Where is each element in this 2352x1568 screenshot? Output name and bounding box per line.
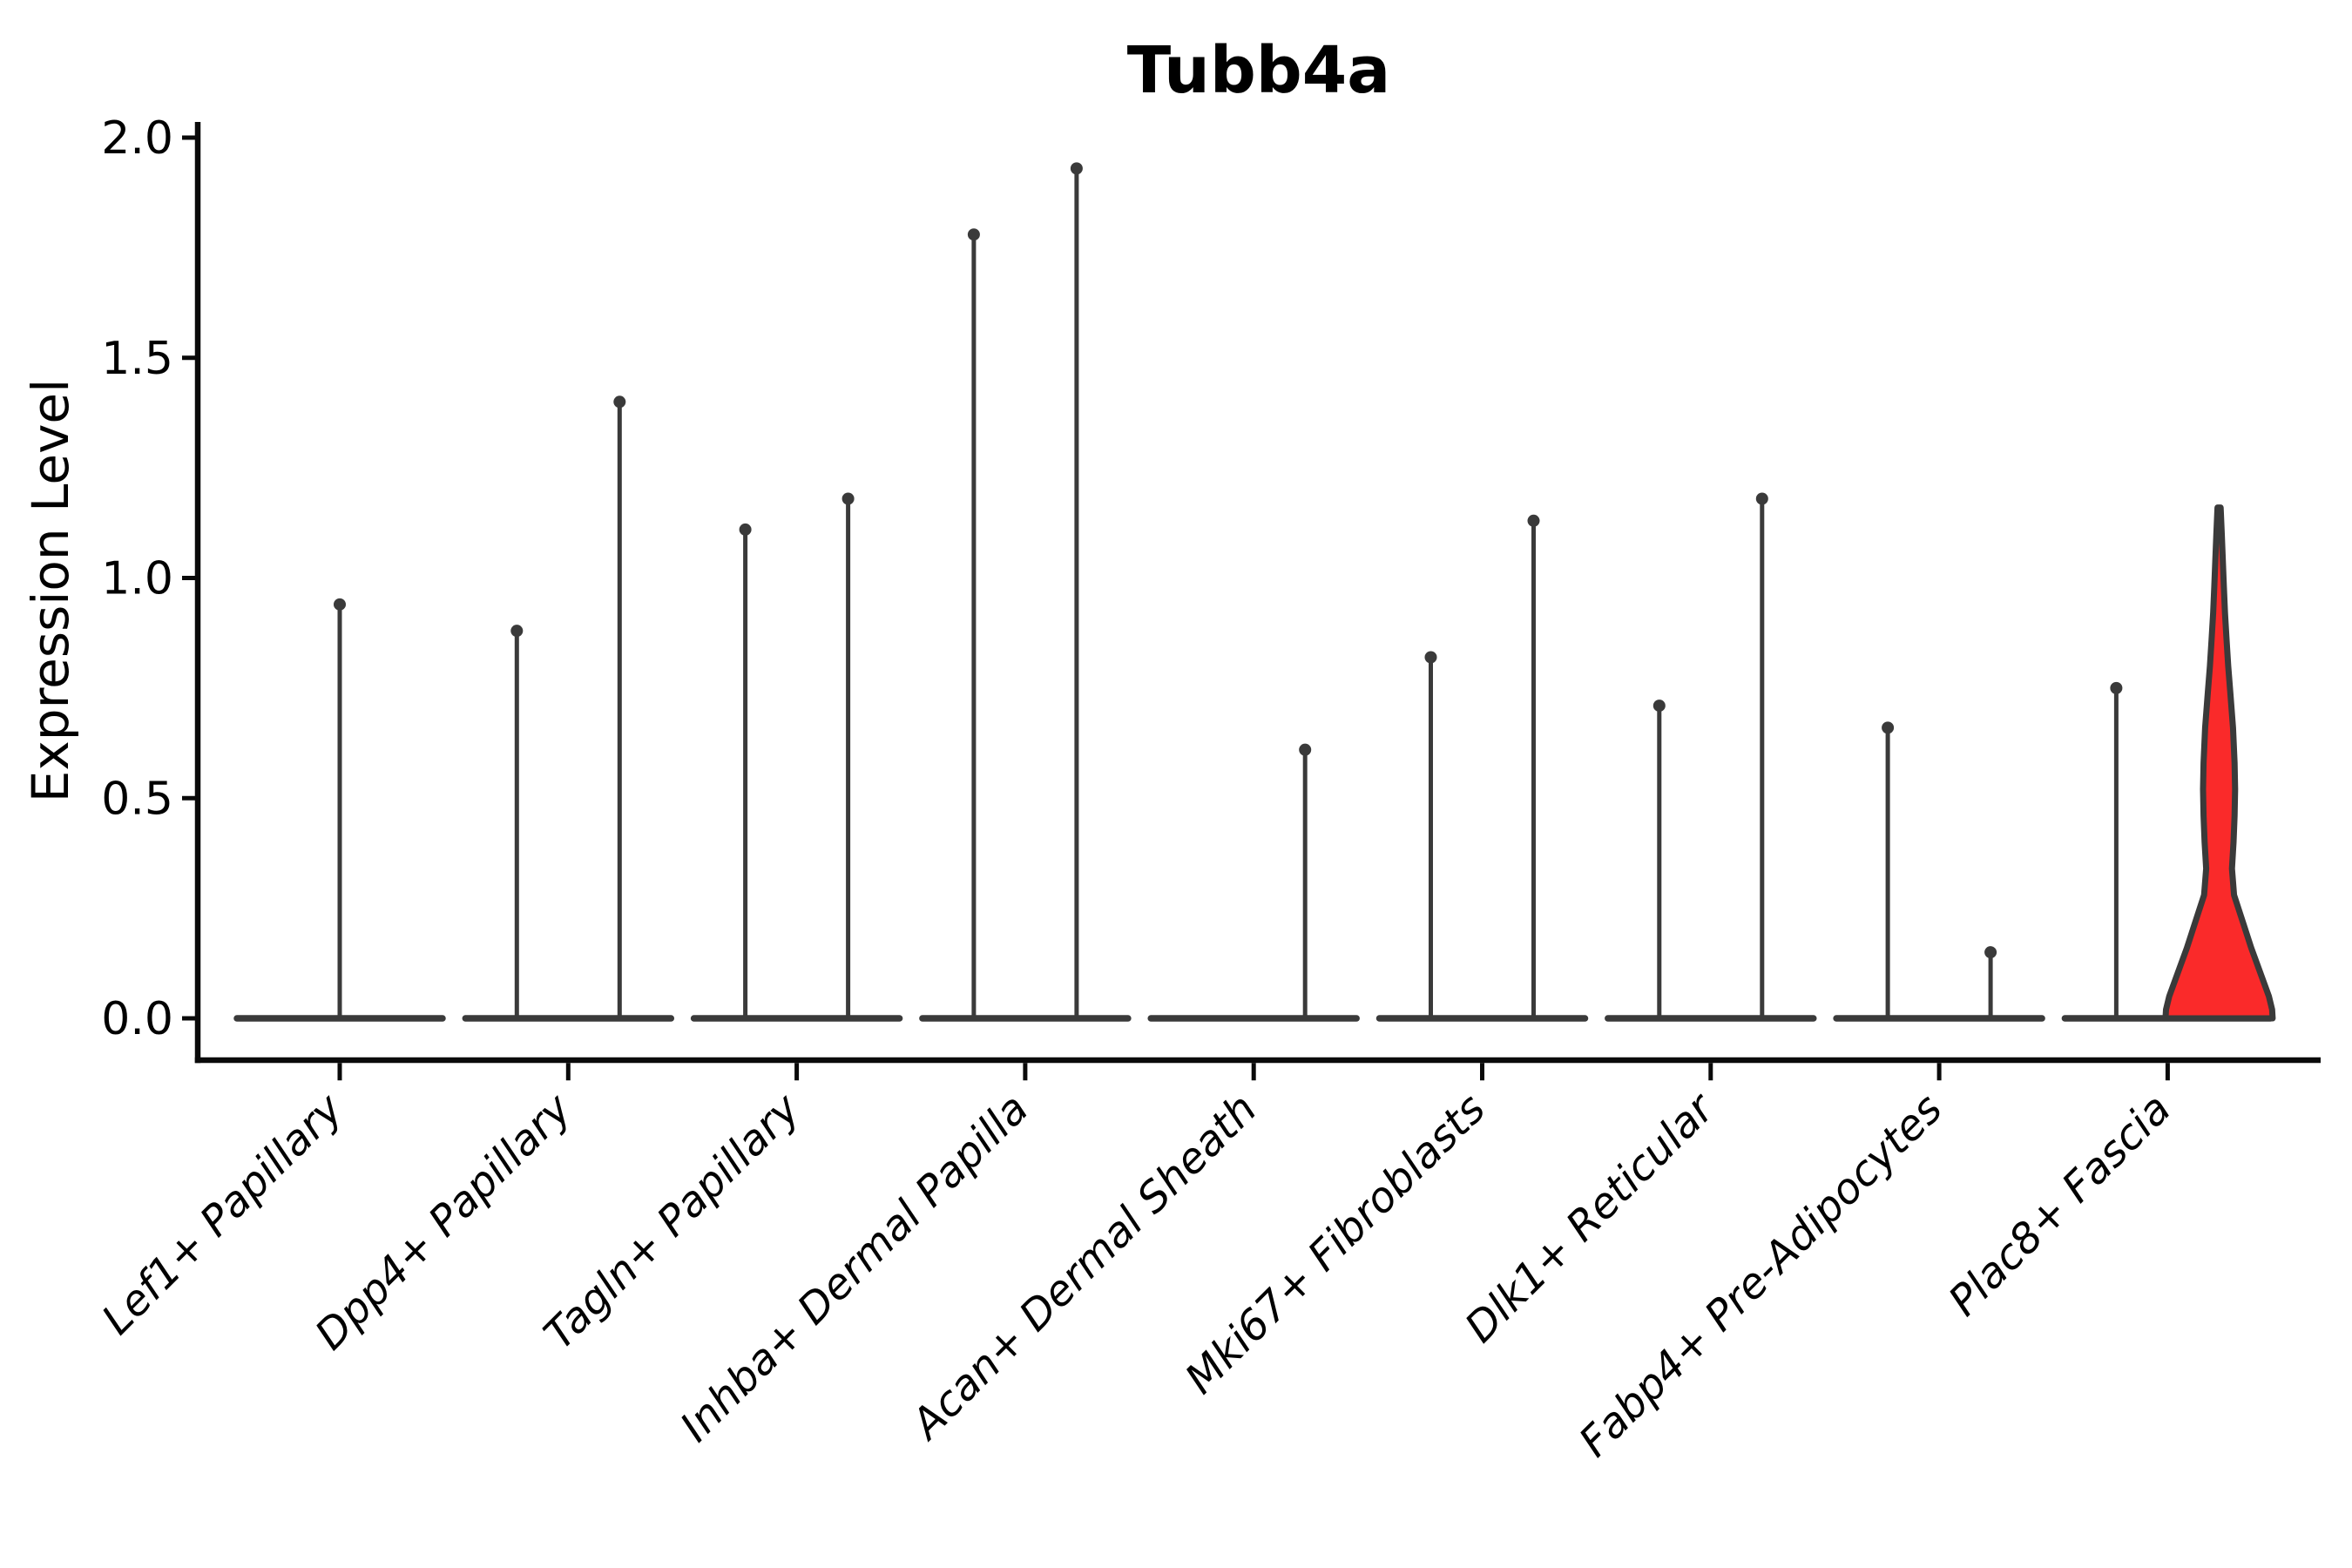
violin-spike-tip (841, 492, 855, 505)
x-tick-label: Lef1+ Papillary (92, 1084, 353, 1344)
violin-highlight (2162, 504, 2276, 1022)
violin-spike-tip (739, 523, 752, 536)
violin-spike-tip (1652, 700, 1666, 713)
violin-spike-tip (1070, 162, 1083, 175)
y-tick-label: 0.5 (101, 773, 173, 825)
violin-spike-tip (334, 598, 346, 611)
x-tick-label: Tagln+ Papillary (535, 1084, 810, 1359)
violin-spike-tip (2110, 681, 2123, 694)
violin-spike-tip (1424, 651, 1437, 664)
x-tick-label: Dlk1+ Reticular (1456, 1083, 1726, 1353)
y-axis-label: Expression Level (21, 379, 80, 802)
violin-layer (233, 162, 2276, 1022)
violin-spike-tip (1299, 743, 1312, 756)
x-tick-label: Fabp4+ Pre-Adipocytes (1570, 1085, 1952, 1467)
violin-spike-tip (967, 228, 980, 241)
violin-spike-tip (613, 395, 626, 409)
violin-spike-tip (1882, 721, 1895, 734)
x-tick-label: Plac8+ Fascia (1939, 1085, 2180, 1326)
y-tick-label: 0.0 (101, 993, 173, 1045)
y-tick-label: 1.0 (101, 553, 173, 605)
chart-title: Tubb4a (1127, 33, 1390, 108)
y-tick-label: 1.5 (101, 333, 173, 385)
y-tick-label: 2.0 (101, 112, 173, 165)
violin-spike-tip (1755, 492, 1768, 505)
violin-spike-tip (1984, 946, 1997, 959)
violin-spike-tip (510, 625, 524, 638)
axes-layer (182, 122, 2321, 1081)
violin-spike-tip (1527, 514, 1540, 527)
x-tick-label: Dpp4+ Papillary (306, 1084, 581, 1359)
